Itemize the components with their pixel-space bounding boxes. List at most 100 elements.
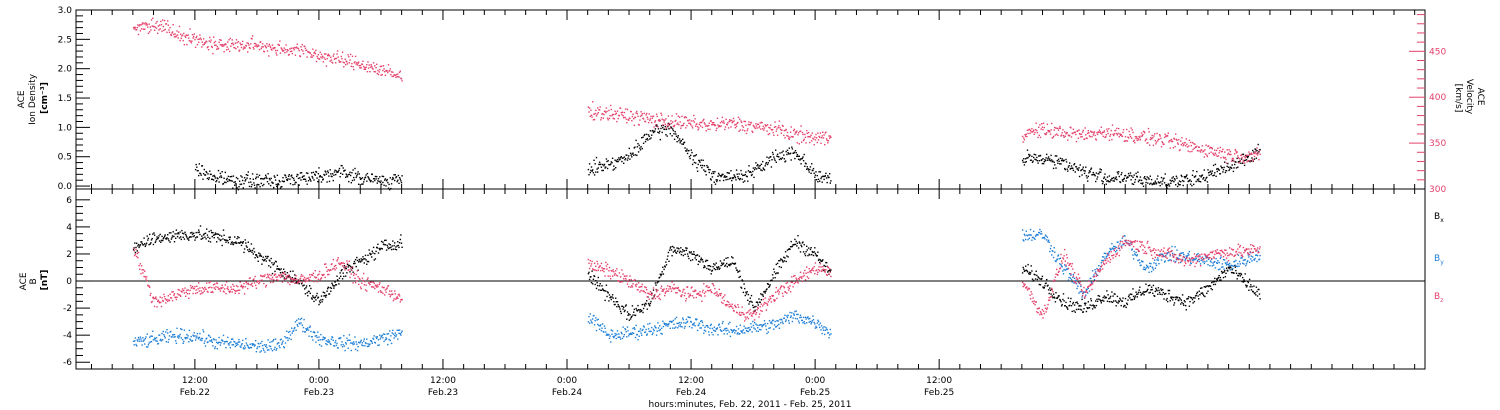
field-point: [152, 233, 154, 235]
field-point: [789, 311, 791, 314]
top-point: [148, 23, 150, 25]
top-point: [173, 33, 175, 36]
field-point: [152, 296, 155, 298]
field-point: [226, 340, 228, 343]
field-point: [223, 343, 225, 345]
field-point: [662, 325, 665, 328]
field-point: [1178, 258, 1180, 260]
top-point: [325, 65, 328, 67]
field-point: [165, 341, 168, 343]
top-point: [664, 128, 666, 130]
top-point: [1222, 156, 1225, 158]
field-point: [703, 332, 705, 334]
field-point: [1055, 292, 1057, 294]
top-point: [723, 122, 725, 124]
field-point: [778, 266, 781, 268]
top-point: [1074, 131, 1076, 133]
field-point: [1066, 307, 1068, 309]
field-point: [188, 239, 190, 241]
top-point: [696, 170, 699, 172]
field-point: [144, 243, 146, 245]
top-point: [256, 183, 259, 186]
field-point: [1187, 252, 1189, 255]
top-point: [241, 176, 243, 178]
top-point: [227, 175, 230, 178]
field-point: [1251, 260, 1253, 262]
field-point: [322, 291, 324, 293]
top-point: [634, 116, 637, 119]
field-point: [667, 325, 669, 327]
top-point: [1064, 135, 1066, 137]
field-point: [255, 254, 258, 256]
field-point: [1253, 259, 1256, 261]
top-point: [169, 26, 171, 29]
field-point: [201, 235, 203, 237]
field-point: [1222, 271, 1224, 274]
field-point: [645, 303, 647, 305]
field-point: [294, 277, 297, 280]
field-point: [1096, 298, 1098, 300]
field-point: [276, 343, 279, 345]
field-point: [1139, 286, 1141, 288]
field-point: [660, 332, 662, 335]
top-point: [1038, 160, 1040, 162]
top-point: [1164, 133, 1166, 135]
field-point: [807, 318, 810, 320]
field-point: [214, 283, 216, 285]
top-point: [1083, 170, 1085, 172]
top-point: [138, 25, 140, 27]
field-point: [657, 327, 660, 329]
field-point: [346, 272, 348, 274]
top-point: [1023, 139, 1026, 141]
top-point: [327, 53, 329, 55]
top-point: [1086, 137, 1088, 140]
top-point: [162, 19, 164, 21]
top-point: [1177, 143, 1179, 145]
field-point: [803, 321, 805, 323]
top-point: [1256, 147, 1258, 149]
top-point: [382, 65, 385, 67]
top-point: [678, 116, 681, 118]
top-point: [722, 179, 725, 182]
field-point: [167, 341, 169, 343]
top-point: [1086, 177, 1088, 179]
top-point: [181, 35, 183, 37]
top-point: [1235, 167, 1238, 169]
field-point: [713, 263, 715, 265]
top-point: [372, 68, 374, 70]
field-point: [141, 269, 143, 271]
top-point: [199, 172, 202, 175]
top-point: [783, 134, 785, 137]
field-point: [1083, 302, 1086, 304]
field-point: [191, 287, 193, 289]
top-point: [1159, 185, 1161, 187]
top-point: [371, 173, 373, 176]
field-point: [679, 250, 681, 252]
top-point: [395, 176, 397, 179]
field-point: [1034, 238, 1036, 240]
top-point: [673, 124, 676, 127]
top-point: [635, 139, 637, 142]
field-point: [819, 326, 821, 329]
top-point: [1197, 180, 1199, 182]
field-point: [735, 330, 737, 332]
top-point: [1113, 176, 1115, 179]
top-point: [682, 143, 684, 145]
top-point: [1074, 171, 1076, 173]
top-point: [673, 138, 676, 140]
top-point: [1072, 128, 1075, 130]
top-point: [778, 125, 780, 127]
field-point: [320, 299, 322, 301]
top-point: [679, 121, 681, 123]
top-point: [1051, 122, 1053, 125]
top-point: [382, 181, 384, 184]
top-point: [207, 173, 209, 175]
top-point: [1208, 174, 1210, 176]
field-point: [138, 264, 140, 267]
field-point: [1225, 264, 1228, 266]
top-point: [693, 114, 695, 117]
top-point: [1134, 178, 1137, 181]
field-point: [814, 252, 817, 255]
top-point: [144, 22, 146, 24]
field-point: [1256, 295, 1259, 297]
